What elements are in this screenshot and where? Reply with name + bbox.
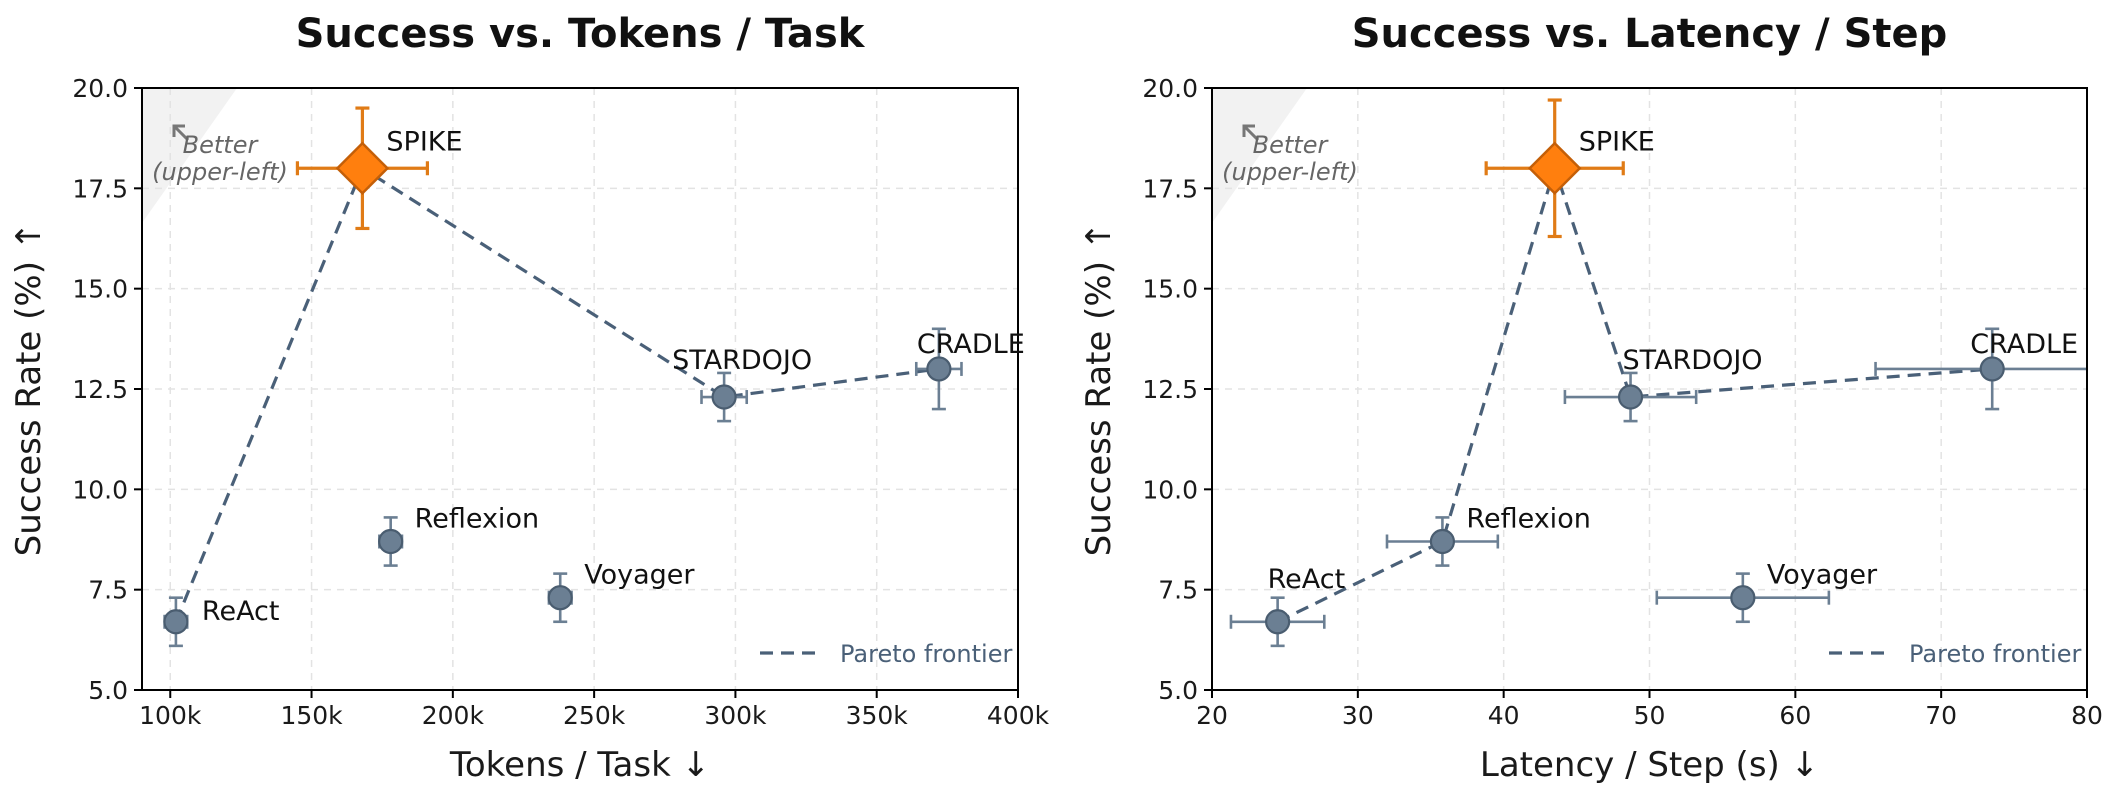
legend-label: Pareto frontier (1909, 640, 2081, 668)
y-tick-label: 15.0 (72, 275, 128, 304)
y-tick-label: 7.5 (1158, 576, 1198, 605)
better-annotation-line1: Better (183, 131, 260, 159)
panel-tokens: 100k 150k 200k 250k 300k 350k 400k 5.0 7.5 10.0 12… (9, 11, 1050, 785)
point-label-voyager: Voyager (1767, 560, 1878, 591)
x-tick-label: 150k (280, 701, 343, 730)
point-label-stardojo: STARDOJO (672, 345, 812, 376)
point-marker-react (1265, 609, 1291, 635)
x-tick-label: 100k (139, 701, 202, 730)
point-marker-reflexion (1429, 528, 1456, 555)
better-arrow-icon (172, 124, 190, 142)
pareto-frontier-line (174, 165, 940, 623)
y-tick-label: 20.0 (72, 74, 128, 103)
better-annotation-line2: (upper-left) (152, 158, 288, 186)
x-axis-label: Tokens / Task ↓ (449, 745, 710, 785)
panel-latency: 20 30 40 50 60 70 80 5.0 7.5 10.0 12.5 15.0 17.5 20.0… (1079, 11, 2103, 785)
better-arrow-icon (1242, 124, 1260, 142)
x-tick-label: 50 (1634, 701, 1666, 730)
x-tick-label: 200k (422, 701, 485, 730)
better-annotation-line2: (upper-left) (1222, 158, 1358, 186)
plot-area (1212, 88, 2087, 690)
point-marker-voyager (547, 585, 573, 611)
point-marker-voyager (1730, 585, 1756, 611)
point-marker-react (163, 609, 189, 635)
point-label-spike: SPIKE (1579, 126, 1655, 157)
point-marker-spike (1527, 141, 1582, 196)
y-tick-label: 12.5 (1142, 375, 1198, 404)
y-tick-label: 5.0 (88, 676, 128, 705)
point-label-voyager: Voyager (584, 560, 695, 591)
point-marker-stardojo (711, 384, 737, 410)
x-tick-label: 70 (1925, 701, 1957, 730)
point-marker-stardojo (1617, 384, 1644, 410)
chart-title: Success vs. Tokens / Task (296, 11, 866, 57)
x-tick-label: 250k (563, 701, 626, 730)
y-tick-label: 15.0 (1142, 275, 1198, 304)
y-tick-label: 7.5 (88, 576, 128, 605)
point-label-reflexion: Reflexion (1466, 504, 1590, 535)
point-label-cradle: CRADLE (917, 329, 1025, 360)
y-tick-label: 10.0 (1142, 475, 1198, 504)
x-tick-label: 40 (1488, 701, 1520, 730)
point-label-cradle: CRADLE (1970, 329, 2078, 360)
point-marker-spike (335, 141, 390, 196)
point-label-stardojo: STARDOJO (1623, 345, 1763, 376)
point-label-spike: SPIKE (386, 126, 462, 157)
x-tick-label: 400k (987, 701, 1050, 730)
y-axis-label: Success Rate (%) ↑ (9, 222, 49, 557)
x-tick-label: 80 (2071, 701, 2103, 730)
x-tick-label: 30 (1342, 701, 1374, 730)
point-marker-reflexion (378, 528, 404, 555)
better-arrow-head-icon (1242, 124, 1255, 137)
y-tick-label: 12.5 (72, 375, 128, 404)
y-tick-label: 17.5 (72, 174, 128, 203)
chart-title: Success vs. Latency / Step (1352, 11, 1948, 57)
y-tick-label: 10.0 (72, 475, 128, 504)
x-tick-label: 20 (1196, 701, 1228, 730)
better-annotation-line1: Better (1253, 131, 1330, 159)
point-label-react: ReAct (202, 596, 280, 627)
plot-area (142, 88, 1018, 690)
point-marker-cradle (926, 356, 952, 382)
y-tick-label: 5.0 (1158, 676, 1198, 705)
x-tick-label: 300k (704, 701, 767, 730)
y-tick-label: 20.0 (1142, 74, 1198, 103)
better-region (1212, 88, 1307, 223)
x-axis-label: Latency / Step (s) ↓ (1480, 745, 1819, 785)
y-tick-label: 17.5 (1142, 174, 1198, 203)
y-axis-label: Success Rate (%) ↑ (1079, 222, 1119, 557)
point-marker-cradle (1979, 356, 2005, 382)
point-label-react: ReAct (1268, 564, 1346, 595)
x-tick-label: 60 (1779, 701, 1811, 730)
point-label-reflexion: Reflexion (415, 504, 539, 535)
legend-label: Pareto frontier (840, 640, 1012, 668)
better-arrow-head-icon (172, 124, 185, 137)
better-region (142, 88, 237, 223)
x-tick-label: 350k (846, 701, 909, 730)
